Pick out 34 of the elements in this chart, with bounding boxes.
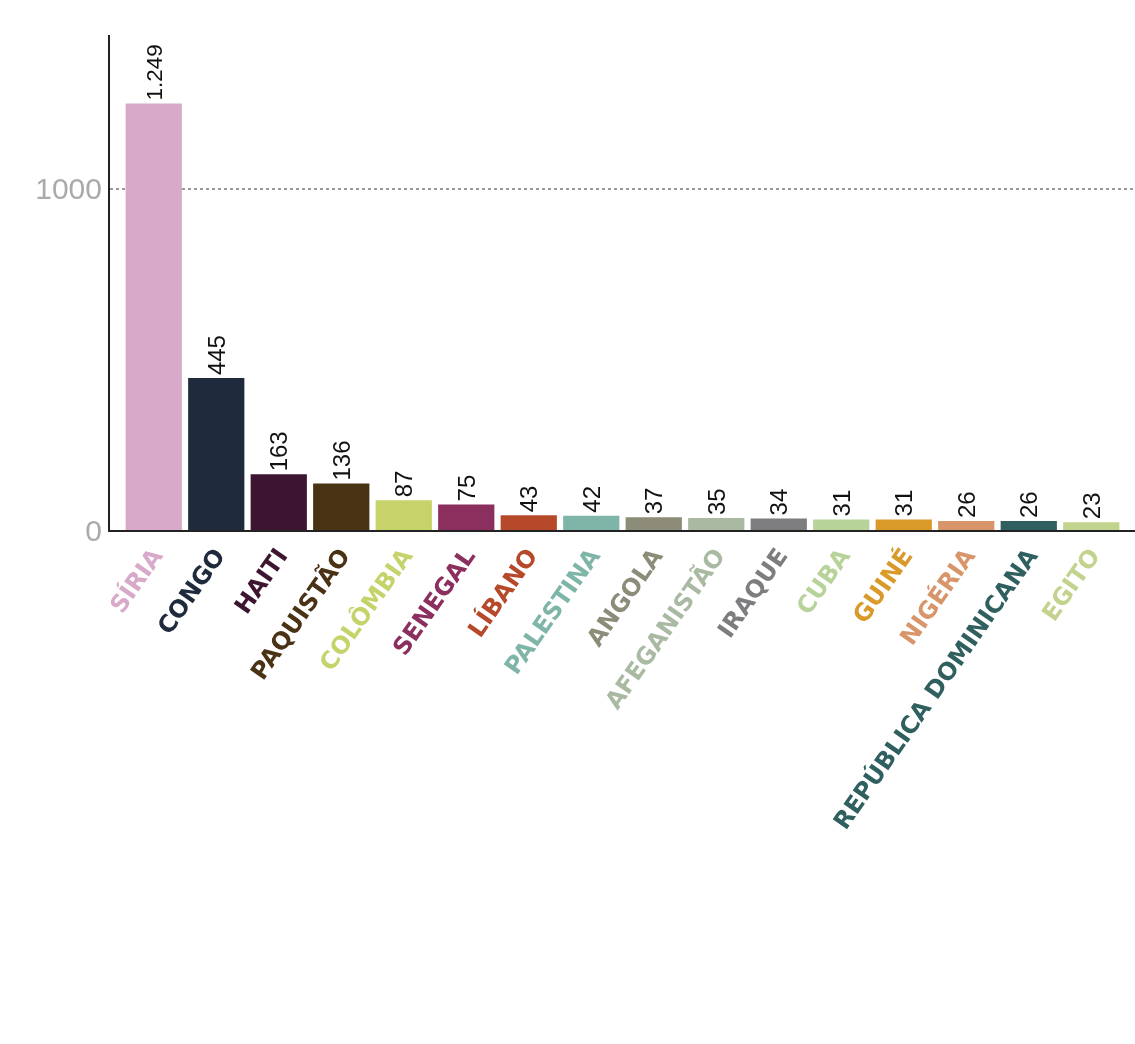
bar: [625, 517, 682, 530]
bar: [563, 515, 620, 530]
data-label: 75: [452, 474, 480, 502]
data-label: 37: [640, 487, 668, 515]
data-label: 31: [827, 489, 855, 517]
data-label: 87: [390, 470, 418, 498]
bar: [938, 521, 995, 530]
bar: [500, 515, 557, 530]
bar: [750, 518, 807, 530]
data-label: 445: [202, 335, 230, 376]
data-label: 1.249: [141, 44, 167, 101]
bar: [1000, 521, 1057, 530]
bar: [250, 474, 307, 530]
data-label: 43: [515, 485, 543, 513]
bar: [188, 378, 245, 530]
bar: [813, 519, 870, 530]
bar: [688, 518, 745, 530]
bar: [313, 483, 370, 530]
bar: [375, 500, 432, 530]
bar: [125, 103, 182, 530]
y-tick-label: 0: [85, 513, 102, 547]
data-label: 23: [1077, 492, 1105, 520]
bar: [875, 519, 932, 530]
y-tick-label: 1000: [35, 172, 102, 206]
data-label: 35: [702, 488, 730, 516]
data-label: 34: [765, 488, 793, 516]
data-label: 26: [1015, 491, 1043, 519]
data-label: 31: [890, 489, 918, 517]
bar: [1063, 522, 1120, 530]
data-label: 42: [577, 485, 605, 513]
bar: [438, 504, 495, 530]
data-label: 136: [327, 440, 355, 481]
data-label: 163: [265, 431, 293, 472]
data-label: 26: [952, 491, 980, 519]
